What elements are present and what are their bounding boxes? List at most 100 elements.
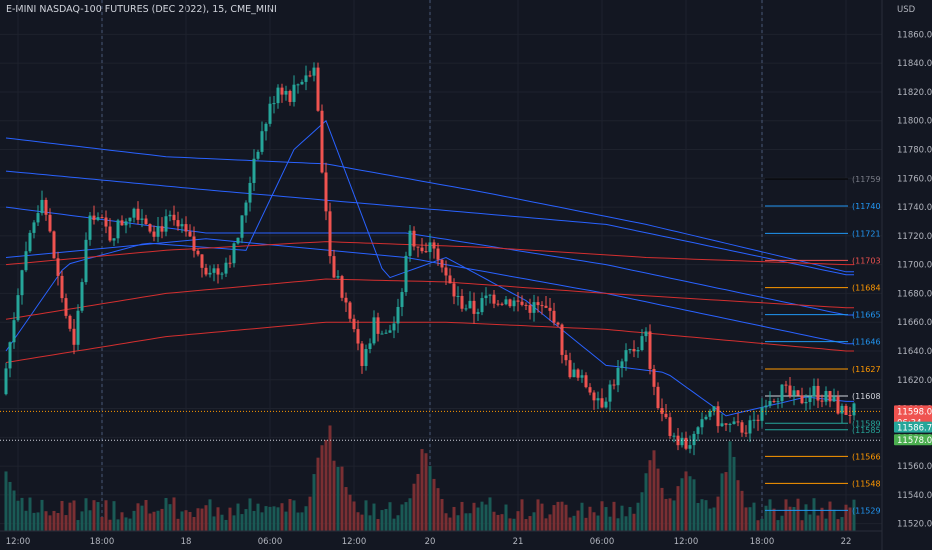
candle-body <box>4 368 8 395</box>
volume-bar <box>468 513 472 531</box>
volume-bar <box>244 509 248 531</box>
candle-body <box>444 267 448 276</box>
volume-bar <box>312 474 316 531</box>
time-tick-label: 06:00 <box>258 537 283 547</box>
volume-bar <box>356 512 360 531</box>
candle-body <box>576 369 580 378</box>
candle-body <box>32 222 36 233</box>
candle-body <box>612 384 616 386</box>
candle-body <box>716 406 720 427</box>
candle-body <box>516 300 520 302</box>
candle-body <box>748 420 752 434</box>
volume-bar <box>16 500 20 531</box>
candle-body <box>116 220 120 239</box>
volume-bar <box>208 499 212 531</box>
candle-body <box>60 275 64 299</box>
volume-bar <box>280 503 284 531</box>
time-axis[interactable]: 12:00 18:00 18 06:00 12:00 20 21 06:00 12:00 18:0… <box>6 537 852 547</box>
candle-body <box>176 220 180 227</box>
volume-bar <box>712 507 716 531</box>
candle-body <box>144 218 148 225</box>
candle-body <box>732 421 736 424</box>
candle-body <box>396 306 400 324</box>
price-tick-label: 11820.00 <box>897 88 932 98</box>
candle-body <box>124 221 128 226</box>
candle-body <box>512 300 516 307</box>
candle-body <box>772 400 776 402</box>
level-label: (11646.50) <box>852 338 896 347</box>
candle-body <box>84 239 88 283</box>
candle-body <box>596 398 600 401</box>
volume-bar <box>476 507 480 531</box>
candle-body <box>64 298 68 316</box>
candle-body <box>328 211 332 257</box>
candle-body <box>520 301 524 305</box>
candle-body <box>604 401 608 408</box>
volume-bar <box>824 518 828 531</box>
volume-bar <box>840 517 844 531</box>
candle-body <box>792 390 796 396</box>
candle-body <box>572 369 576 378</box>
volume-bar <box>212 516 216 531</box>
volume-bar <box>628 507 632 531</box>
volume-bar <box>236 503 240 531</box>
candle-body <box>584 375 588 388</box>
reference-lines <box>0 410 882 441</box>
volume-bar <box>32 512 36 531</box>
moving-average-line <box>5 238 854 345</box>
price-tick-label: 11700.00 <box>897 261 932 271</box>
volume-bar <box>96 502 100 531</box>
candle-body <box>348 302 352 319</box>
volume-bar <box>564 504 568 531</box>
candle-body <box>200 254 204 268</box>
volume-bar <box>104 500 108 531</box>
volume-bar <box>436 488 440 531</box>
volume-bar <box>196 508 200 531</box>
time-tick-label: 18:00 <box>90 537 115 547</box>
candle-body <box>36 213 40 223</box>
volume-bar <box>568 517 572 531</box>
level-label: (11566.75) <box>852 452 896 461</box>
volume-bar <box>828 501 832 531</box>
moving-averages <box>5 119 854 417</box>
volume-bar <box>600 501 604 531</box>
volume-bar <box>360 514 364 531</box>
candle-body <box>800 395 804 404</box>
candle-body <box>688 445 692 449</box>
candle-body <box>52 231 56 259</box>
volume-bar <box>596 515 600 531</box>
candle-body <box>496 303 500 305</box>
candle-body <box>620 361 624 369</box>
candle-body <box>532 302 536 313</box>
candle-body <box>236 237 240 244</box>
time-tick-label: 21 <box>513 537 524 547</box>
volume-bar <box>80 511 84 531</box>
time-tick-label: 22 <box>841 537 852 547</box>
candle-body <box>468 300 472 309</box>
level-label: (11703.00) <box>852 256 896 265</box>
moving-average-line <box>5 137 854 273</box>
volume-bar <box>624 516 628 531</box>
volume-bar <box>220 514 224 531</box>
candle-body <box>812 385 816 397</box>
volume-bar <box>836 519 840 531</box>
candle-body <box>48 214 52 232</box>
candle-body <box>700 419 704 428</box>
candle-body <box>660 407 664 414</box>
candle-body <box>636 350 640 352</box>
candle-body <box>156 226 160 237</box>
volume-bar <box>364 500 368 531</box>
candle-body <box>316 67 320 111</box>
volume-bar <box>844 504 848 531</box>
volume-bar <box>524 519 528 531</box>
volume-bar <box>352 501 356 531</box>
volume-bar <box>152 511 156 531</box>
volume-bar <box>460 501 464 531</box>
candle-body <box>696 427 700 434</box>
volume-bar <box>520 499 524 531</box>
candle-body <box>500 303 504 305</box>
volume-bar <box>644 473 648 531</box>
time-tick-label: 12:00 <box>6 537 31 547</box>
candle-body <box>764 405 768 408</box>
